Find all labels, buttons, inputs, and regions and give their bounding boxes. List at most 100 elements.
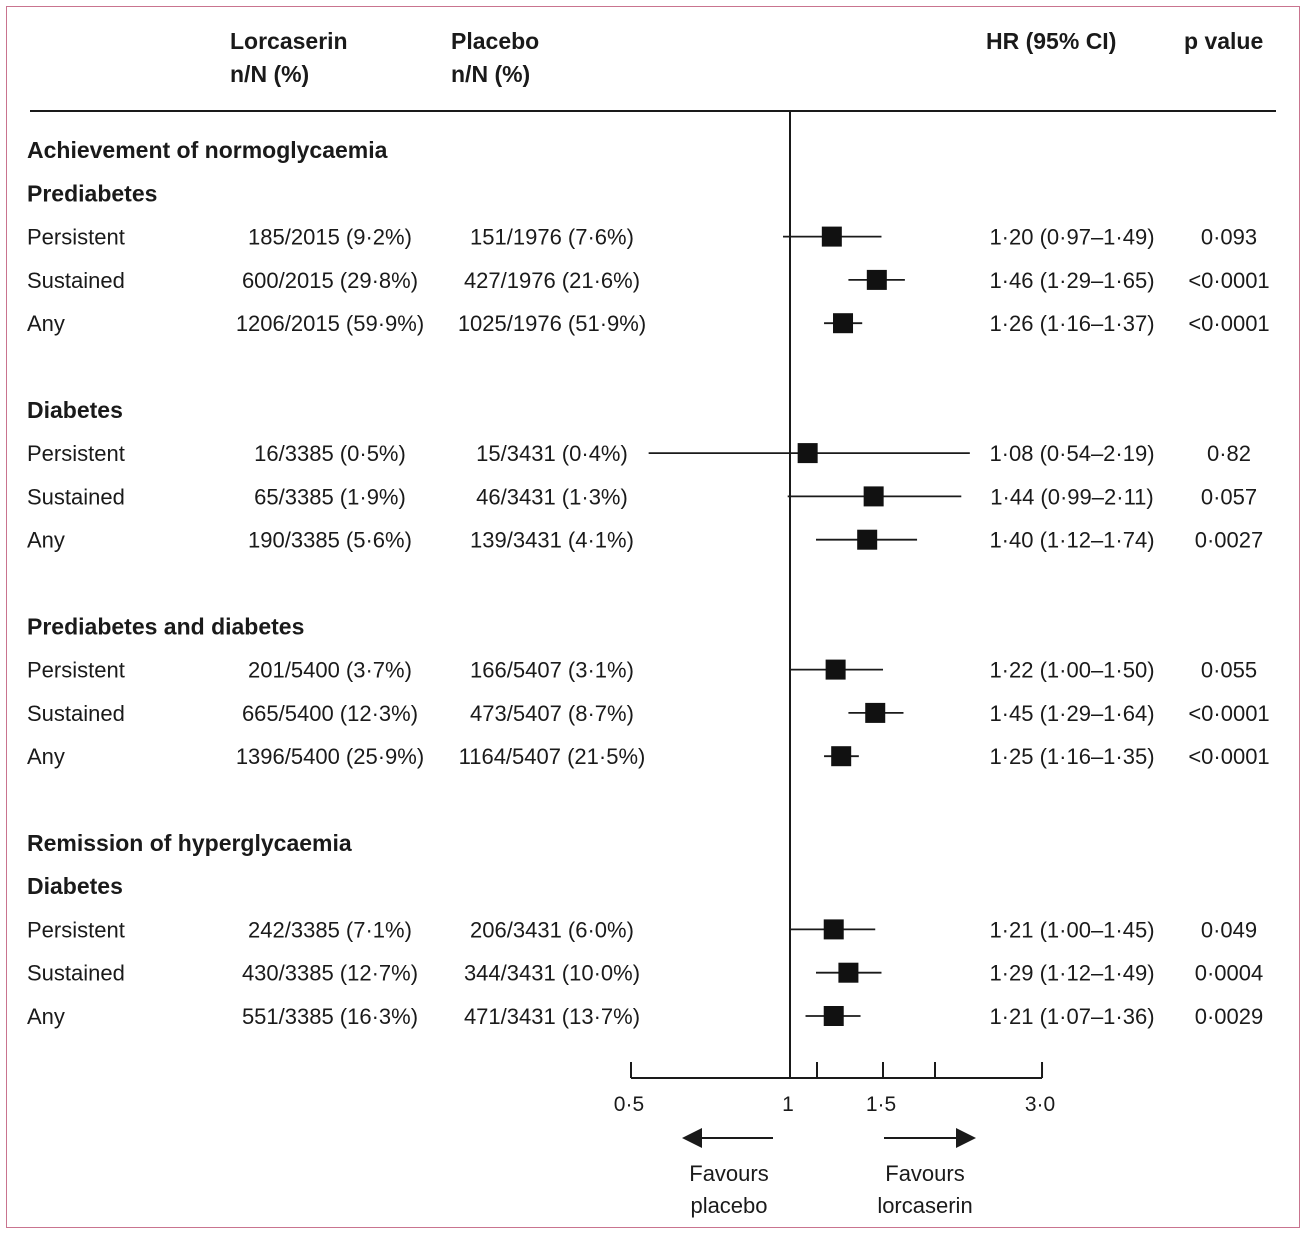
p-value: <0·0001: [1188, 744, 1269, 769]
figure-frame: [6, 6, 1300, 1228]
placebo-value: 151/1976 (7·6%): [470, 225, 634, 250]
hr-value: 1·29 (1·12–1·49): [989, 961, 1154, 986]
hr-value: 1·21 (1·07–1·36): [989, 1004, 1154, 1029]
header-pvalue: p value: [1184, 28, 1263, 54]
lorcaserin-value: 190/3385 (5·6%): [248, 528, 412, 553]
favours-lorcaserin-label: Favours: [885, 1161, 964, 1186]
group-heading: Remission of hyperglycaemia: [27, 830, 352, 856]
row-label: Any: [27, 744, 65, 769]
lorcaserin-value: 551/3385 (16·3%): [242, 1004, 418, 1029]
row-label: Sustained: [27, 268, 125, 293]
lorcaserin-value: 65/3385 (1·9%): [254, 484, 406, 509]
point-estimate: [823, 1006, 844, 1026]
subgroup-heading: Diabetes: [27, 873, 123, 899]
axis-tick-label: 0·5: [614, 1093, 644, 1116]
row-label: Persistent: [27, 225, 125, 250]
placebo-value: 206/3431 (6·0%): [470, 917, 634, 942]
p-value: 0·057: [1201, 484, 1257, 509]
header-placebo: Placebo: [451, 28, 539, 54]
hr-value: 1·25 (1·16–1·35): [989, 744, 1154, 769]
p-value: <0·0001: [1188, 311, 1269, 336]
table-row: Sustained 430/3385 (12·7%) 344/3431 (10·0%…: [27, 961, 1263, 986]
point-estimate: [865, 702, 886, 723]
row-label: Any: [27, 528, 65, 553]
placebo-value: 471/3431 (13·7%): [464, 1004, 640, 1029]
favours-lorcaserin-label: lorcaserin: [877, 1193, 972, 1218]
favours-placebo-label: placebo: [690, 1193, 767, 1218]
table-row: Persistent 185/2015 (9·2%) 151/1976 (7·6%)…: [27, 225, 1257, 250]
p-value: <0·0001: [1188, 268, 1269, 293]
hr-value: 1·45 (1·29–1·64): [989, 701, 1154, 726]
subgroup-heading: Prediabetes: [27, 180, 157, 206]
hr-value: 1·44 (0·99–2·11): [990, 484, 1153, 509]
point-estimate: [838, 962, 859, 983]
group-heading: Achievement of normoglycaemia: [27, 137, 388, 163]
subgroup-heading: Prediabetes and diabetes: [27, 613, 304, 639]
header-lorcaserin: Lorcaserin: [230, 28, 348, 54]
p-value: 0·0027: [1195, 528, 1264, 553]
lorcaserin-value: 1206/2015 (59·9%): [236, 311, 424, 336]
axis-tick-label: 3·0: [1025, 1093, 1055, 1116]
point-estimate: [797, 443, 818, 464]
table-row: Any 1396/5400 (25·9%) 1164/5407 (21·5%) 1·2…: [27, 744, 1270, 769]
table-row: Sustained 600/2015 (29·8%) 427/1976 (21·6%…: [27, 268, 1270, 293]
favours-placebo-arrow: [682, 1128, 773, 1148]
lorcaserin-value: 185/2015 (9·2%): [248, 225, 412, 250]
lorcaserin-value: 430/3385 (12·7%): [242, 961, 418, 986]
hr-value: 1·26 (1·16–1·37): [989, 311, 1154, 336]
point-estimate: [821, 226, 842, 247]
lorcaserin-value: 1396/5400 (25·9%): [236, 744, 424, 769]
table-row: Sustained 665/5400 (12·3%) 473/5407 (8·7%)…: [27, 701, 1270, 726]
header-hr: HR (95% CI): [986, 28, 1116, 54]
p-value: 0·049: [1201, 917, 1257, 942]
hr-value: 1·46 (1·29–1·65): [989, 268, 1154, 293]
rows-layer: Achievement of normoglycaemia Prediabetes…: [27, 137, 1270, 1029]
table-row: Persistent 201/5400 (3·7%) 166/5407 (3·1%)…: [27, 658, 1257, 683]
point-estimate: [823, 919, 844, 940]
lorcaserin-value: 600/2015 (29·8%): [242, 268, 418, 293]
hr-value: 1·20 (0·97–1·49): [989, 225, 1154, 250]
header-placebo-sub: n/N (%): [451, 61, 530, 87]
axis-tick-label: 1·5: [866, 1093, 896, 1116]
p-value: 0·0004: [1195, 961, 1264, 986]
favours-placebo-label: Favours: [689, 1161, 768, 1186]
lorcaserin-value: 242/3385 (7·1%): [248, 917, 412, 942]
p-value: 0·82: [1207, 441, 1251, 466]
row-label: Sustained: [27, 701, 125, 726]
point-estimate: [825, 659, 846, 680]
row-label: Sustained: [27, 961, 125, 986]
p-value: <0·0001: [1188, 701, 1269, 726]
point-estimate: [833, 313, 854, 334]
hr-value: 1·21 (1·00–1·45): [989, 917, 1154, 942]
table-row: Persistent 16/3385 (0·5%) 15/3431 (0·4%) 1·…: [27, 441, 1251, 466]
row-label: Persistent: [27, 917, 125, 942]
table-row: Any 551/3385 (16·3%) 471/3431 (13·7%) 1·21 …: [27, 1004, 1263, 1029]
row-label: Any: [27, 311, 65, 336]
placebo-value: 427/1976 (21·6%): [464, 268, 640, 293]
header-lorcaserin-sub: n/N (%): [230, 61, 309, 87]
point-estimate: [831, 746, 852, 767]
x-axis: 0·5 1 1·5 3·0 Favours placebo Favours lorcaseri…: [614, 111, 1055, 1218]
placebo-value: 1164/5407 (21·5%): [459, 744, 646, 769]
table-row: Any 1206/2015 (59·9%) 1025/1976 (51·9%) 1·2…: [27, 311, 1270, 336]
placebo-value: 344/3431 (10·0%): [464, 961, 640, 986]
p-value: 0·093: [1201, 225, 1257, 250]
point-estimate: [863, 486, 884, 507]
p-value: 0·0029: [1195, 1004, 1264, 1029]
table-row: Persistent 242/3385 (7·1%) 206/3431 (6·0%)…: [27, 917, 1257, 942]
row-label: Persistent: [27, 441, 125, 466]
lorcaserin-value: 16/3385 (0·5%): [254, 441, 406, 466]
arrow-head-left: [682, 1128, 702, 1148]
placebo-value: 15/3431 (0·4%): [476, 441, 628, 466]
table-row: Any 190/3385 (5·6%) 139/3431 (4·1%) 1·40 (1…: [27, 528, 1263, 553]
axis-tick-label: 1: [782, 1093, 794, 1116]
lorcaserin-value: 201/5400 (3·7%): [248, 658, 412, 683]
favours-lorcaserin-arrow: [884, 1128, 976, 1148]
table-row: Sustained 65/3385 (1·9%) 46/3431 (1·3%) 1·4…: [27, 484, 1257, 509]
p-value: 0·055: [1201, 658, 1257, 683]
header: Lorcaserin n/N (%) Placebo n/N (%) HR (9…: [230, 28, 1263, 87]
subgroup-heading: Diabetes: [27, 397, 123, 423]
hr-value: 1·40 (1·12–1·74): [989, 528, 1154, 553]
placebo-value: 473/5407 (8·7%): [470, 701, 634, 726]
